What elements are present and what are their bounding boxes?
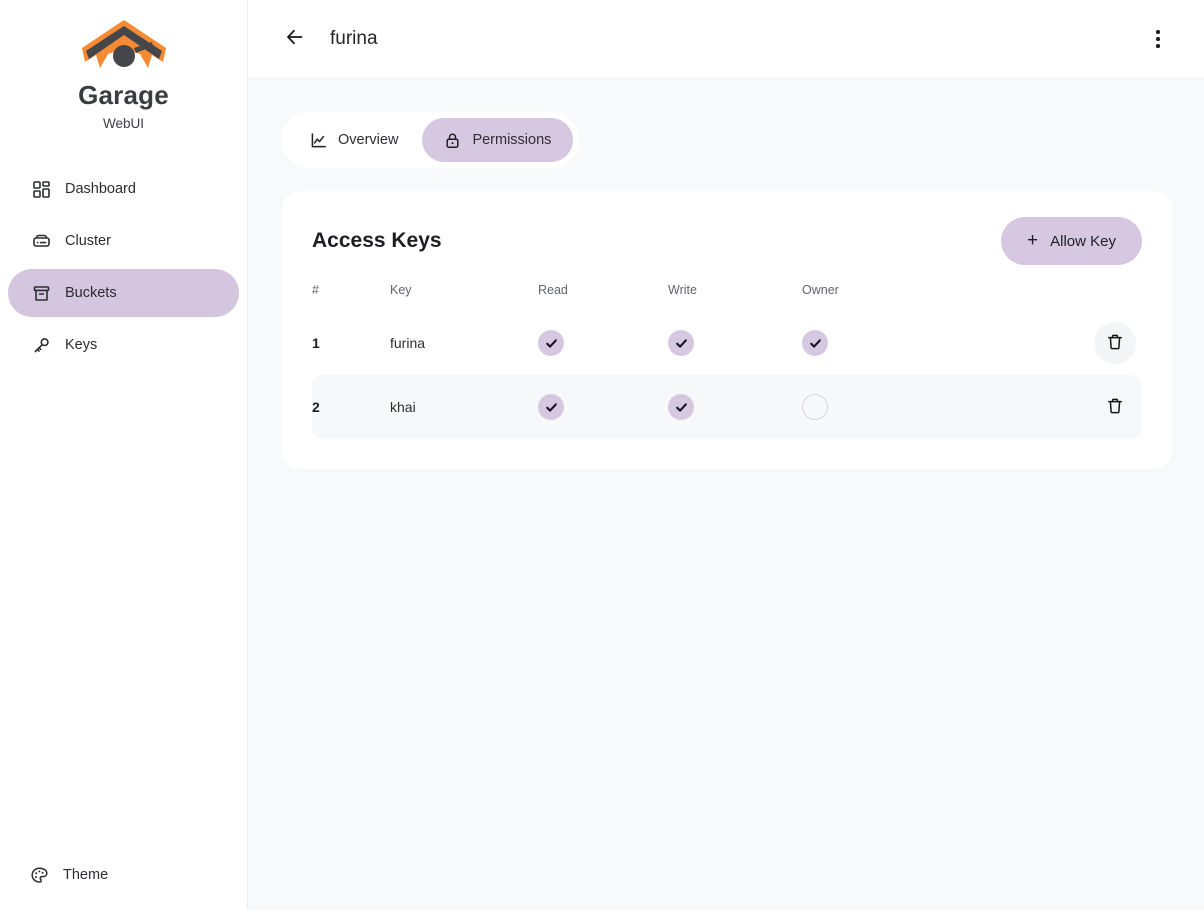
line-chart-icon <box>310 132 327 149</box>
allow-key-label: Allow Key <box>1050 232 1116 250</box>
theme-toggle[interactable]: Theme <box>8 854 130 896</box>
page-title: furina <box>330 28 378 49</box>
column-header-key: Key <box>390 283 412 297</box>
row-read-cell <box>538 375 668 439</box>
sidebar-nav: Dashboard Cluster <box>0 165 247 369</box>
check-icon <box>544 400 559 415</box>
tab-permissions[interactable]: Permissions <box>422 118 574 162</box>
sidebar-item-buckets[interactable]: Buckets <box>8 269 239 317</box>
card-header: Access Keys + Allow Key <box>312 217 1142 265</box>
sidebar-item-cluster[interactable]: Cluster <box>8 217 239 265</box>
sidebar-item-dashboard[interactable]: Dashboard <box>8 165 239 213</box>
row-write-cell <box>668 375 802 439</box>
owner-checkbox[interactable] <box>802 330 828 356</box>
sidebar-item-label: Buckets <box>65 285 117 301</box>
row-write-cell <box>668 311 802 375</box>
row-actions-cell <box>962 311 1142 375</box>
server-drive-icon <box>32 232 51 251</box>
write-checkbox[interactable] <box>668 394 694 420</box>
content-area: Overview Permissions Access <box>248 79 1204 910</box>
arrow-left-icon <box>284 26 306 53</box>
archive-box-icon <box>32 284 51 303</box>
tab-overview[interactable]: Overview <box>288 118 420 162</box>
read-checkbox[interactable] <box>538 394 564 420</box>
row-number: 1 <box>312 335 320 351</box>
brand: Garage WebUI <box>0 0 247 131</box>
trash-icon <box>1106 397 1124 418</box>
sidebar-item-keys[interactable]: Keys <box>8 321 239 369</box>
palette-icon <box>30 866 49 885</box>
write-checkbox[interactable] <box>668 330 694 356</box>
column-header-read: Read <box>538 283 568 297</box>
allow-key-button[interactable]: + Allow Key <box>1001 217 1142 265</box>
plus-icon: + <box>1027 230 1039 251</box>
dashboard-grid-icon <box>32 180 51 199</box>
theme-label: Theme <box>63 867 109 883</box>
sidebar-item-label: Keys <box>65 337 98 353</box>
card-title: Access Keys <box>312 229 442 252</box>
table-row: 1 furina <box>312 311 1142 375</box>
brand-subtitle: WebUI <box>102 116 144 131</box>
sidebar-item-label: Cluster <box>65 233 111 249</box>
column-header-write: Write <box>668 283 697 297</box>
column-header-owner: Owner <box>802 283 839 297</box>
row-owner-cell <box>802 311 962 375</box>
brand-title: Garage <box>78 80 169 110</box>
check-icon <box>674 400 689 415</box>
sidebar-item-label: Dashboard <box>65 181 136 197</box>
delete-key-button[interactable] <box>1094 322 1136 364</box>
check-icon <box>808 336 823 351</box>
column-header-actions <box>962 283 1142 311</box>
column-header-num: # <box>312 283 319 297</box>
tab-bar: Overview Permissions <box>282 112 580 168</box>
tab-label: Overview <box>338 132 399 148</box>
access-keys-table: # Key Read Write Owner 1 furina <box>312 283 1142 439</box>
owner-checkbox[interactable] <box>802 394 828 420</box>
key-icon <box>32 336 51 355</box>
table-row: 2 khai <box>312 375 1142 439</box>
sidebar: Garage WebUI Dashboard <box>0 0 248 910</box>
check-icon <box>674 336 689 351</box>
read-checkbox[interactable] <box>538 330 564 356</box>
table-body: 1 furina <box>312 311 1142 439</box>
trash-icon <box>1106 333 1124 354</box>
row-key-name: khai <box>390 375 538 439</box>
topbar: furina <box>248 0 1204 79</box>
row-owner-cell <box>802 375 962 439</box>
check-icon <box>544 336 559 351</box>
delete-key-button[interactable] <box>1094 386 1136 428</box>
main-area: furina Overview <box>248 0 1204 910</box>
row-actions-cell <box>962 375 1142 439</box>
row-number: 2 <box>312 375 390 439</box>
garage-logo-icon <box>78 16 170 78</box>
back-button[interactable] <box>280 24 310 54</box>
row-read-cell <box>538 311 668 375</box>
access-keys-card: Access Keys + Allow Key # Key <box>282 191 1172 469</box>
kebab-menu-icon[interactable] <box>1142 23 1174 55</box>
row-key-name: furina <box>390 335 426 351</box>
table-header: # Key Read Write Owner <box>312 283 1142 311</box>
lock-icon <box>444 132 461 149</box>
tab-label: Permissions <box>472 132 552 148</box>
